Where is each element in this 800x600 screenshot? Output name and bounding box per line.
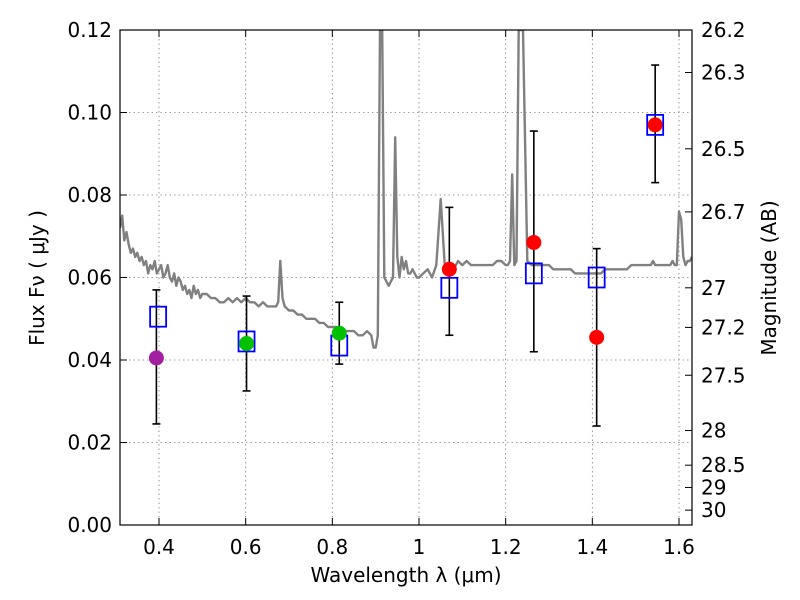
y2-tick-label: 28 bbox=[701, 419, 726, 443]
spectrum-series bbox=[120, 30, 692, 349]
observed-point bbox=[526, 234, 542, 250]
spectrum-line bbox=[120, 30, 692, 349]
y-tick-label: 0.04 bbox=[67, 348, 112, 372]
model-point bbox=[149, 305, 168, 328]
x-tick-label: 0.8 bbox=[316, 535, 348, 559]
x-axis-label: Wavelength λ (μm) bbox=[310, 563, 501, 587]
y2-tick-label: 27 bbox=[701, 276, 726, 300]
y2-tick-label: 26.5 bbox=[701, 137, 746, 161]
y-axis-ticks: 0.00 0.02 0.04 0.06 0.08 0.10 0.12 bbox=[67, 18, 127, 537]
y2-tick-label: 26.2 bbox=[701, 18, 746, 42]
observed-point bbox=[441, 261, 457, 277]
model-point bbox=[646, 113, 665, 136]
y-tick-label: 0.10 bbox=[67, 101, 112, 125]
observed-point bbox=[148, 350, 164, 366]
model-point bbox=[587, 266, 606, 289]
y2-tick-label: 28.5 bbox=[701, 453, 746, 477]
y-tick-label: 0.08 bbox=[67, 183, 112, 207]
model-point bbox=[524, 262, 543, 285]
x-tick-label: 0.4 bbox=[143, 535, 175, 559]
y2-tick-label: 29 bbox=[701, 475, 726, 499]
y2-tick-label: 30 bbox=[701, 498, 726, 522]
observed-point bbox=[589, 329, 605, 345]
y2-tick-label: 26.7 bbox=[701, 200, 746, 224]
y-tick-label: 0.06 bbox=[67, 266, 112, 290]
y-tick-label: 0.00 bbox=[67, 513, 112, 537]
observed-point bbox=[331, 325, 347, 341]
x-tick-label: 1 bbox=[413, 535, 426, 559]
y2-tick-label: 26.3 bbox=[701, 60, 746, 84]
y-axis-label: Flux Fν ( μJy ) bbox=[25, 210, 49, 346]
observed-point bbox=[239, 336, 255, 351]
model-point bbox=[237, 330, 256, 353]
model-point bbox=[440, 276, 459, 299]
y-tick-label: 0.02 bbox=[67, 431, 112, 455]
x-tick-label: 0.6 bbox=[230, 535, 262, 559]
y-tick-label: 0.12 bbox=[67, 18, 112, 42]
y2-tick-label: 27.2 bbox=[701, 315, 746, 339]
x-tick-label: 1.4 bbox=[576, 535, 608, 559]
y2-tick-label: 27.5 bbox=[701, 363, 746, 387]
y2-axis-label: Magnitude (AB) bbox=[757, 200, 781, 355]
observed-point bbox=[647, 117, 663, 133]
x-tick-label: 1.2 bbox=[490, 535, 522, 559]
x-tick-label: 1.6 bbox=[663, 535, 695, 559]
observed-series bbox=[148, 117, 663, 366]
x-axis-ticks: 0.4 0.6 0.8 1 1.2 1.4 1.6 bbox=[143, 30, 695, 559]
